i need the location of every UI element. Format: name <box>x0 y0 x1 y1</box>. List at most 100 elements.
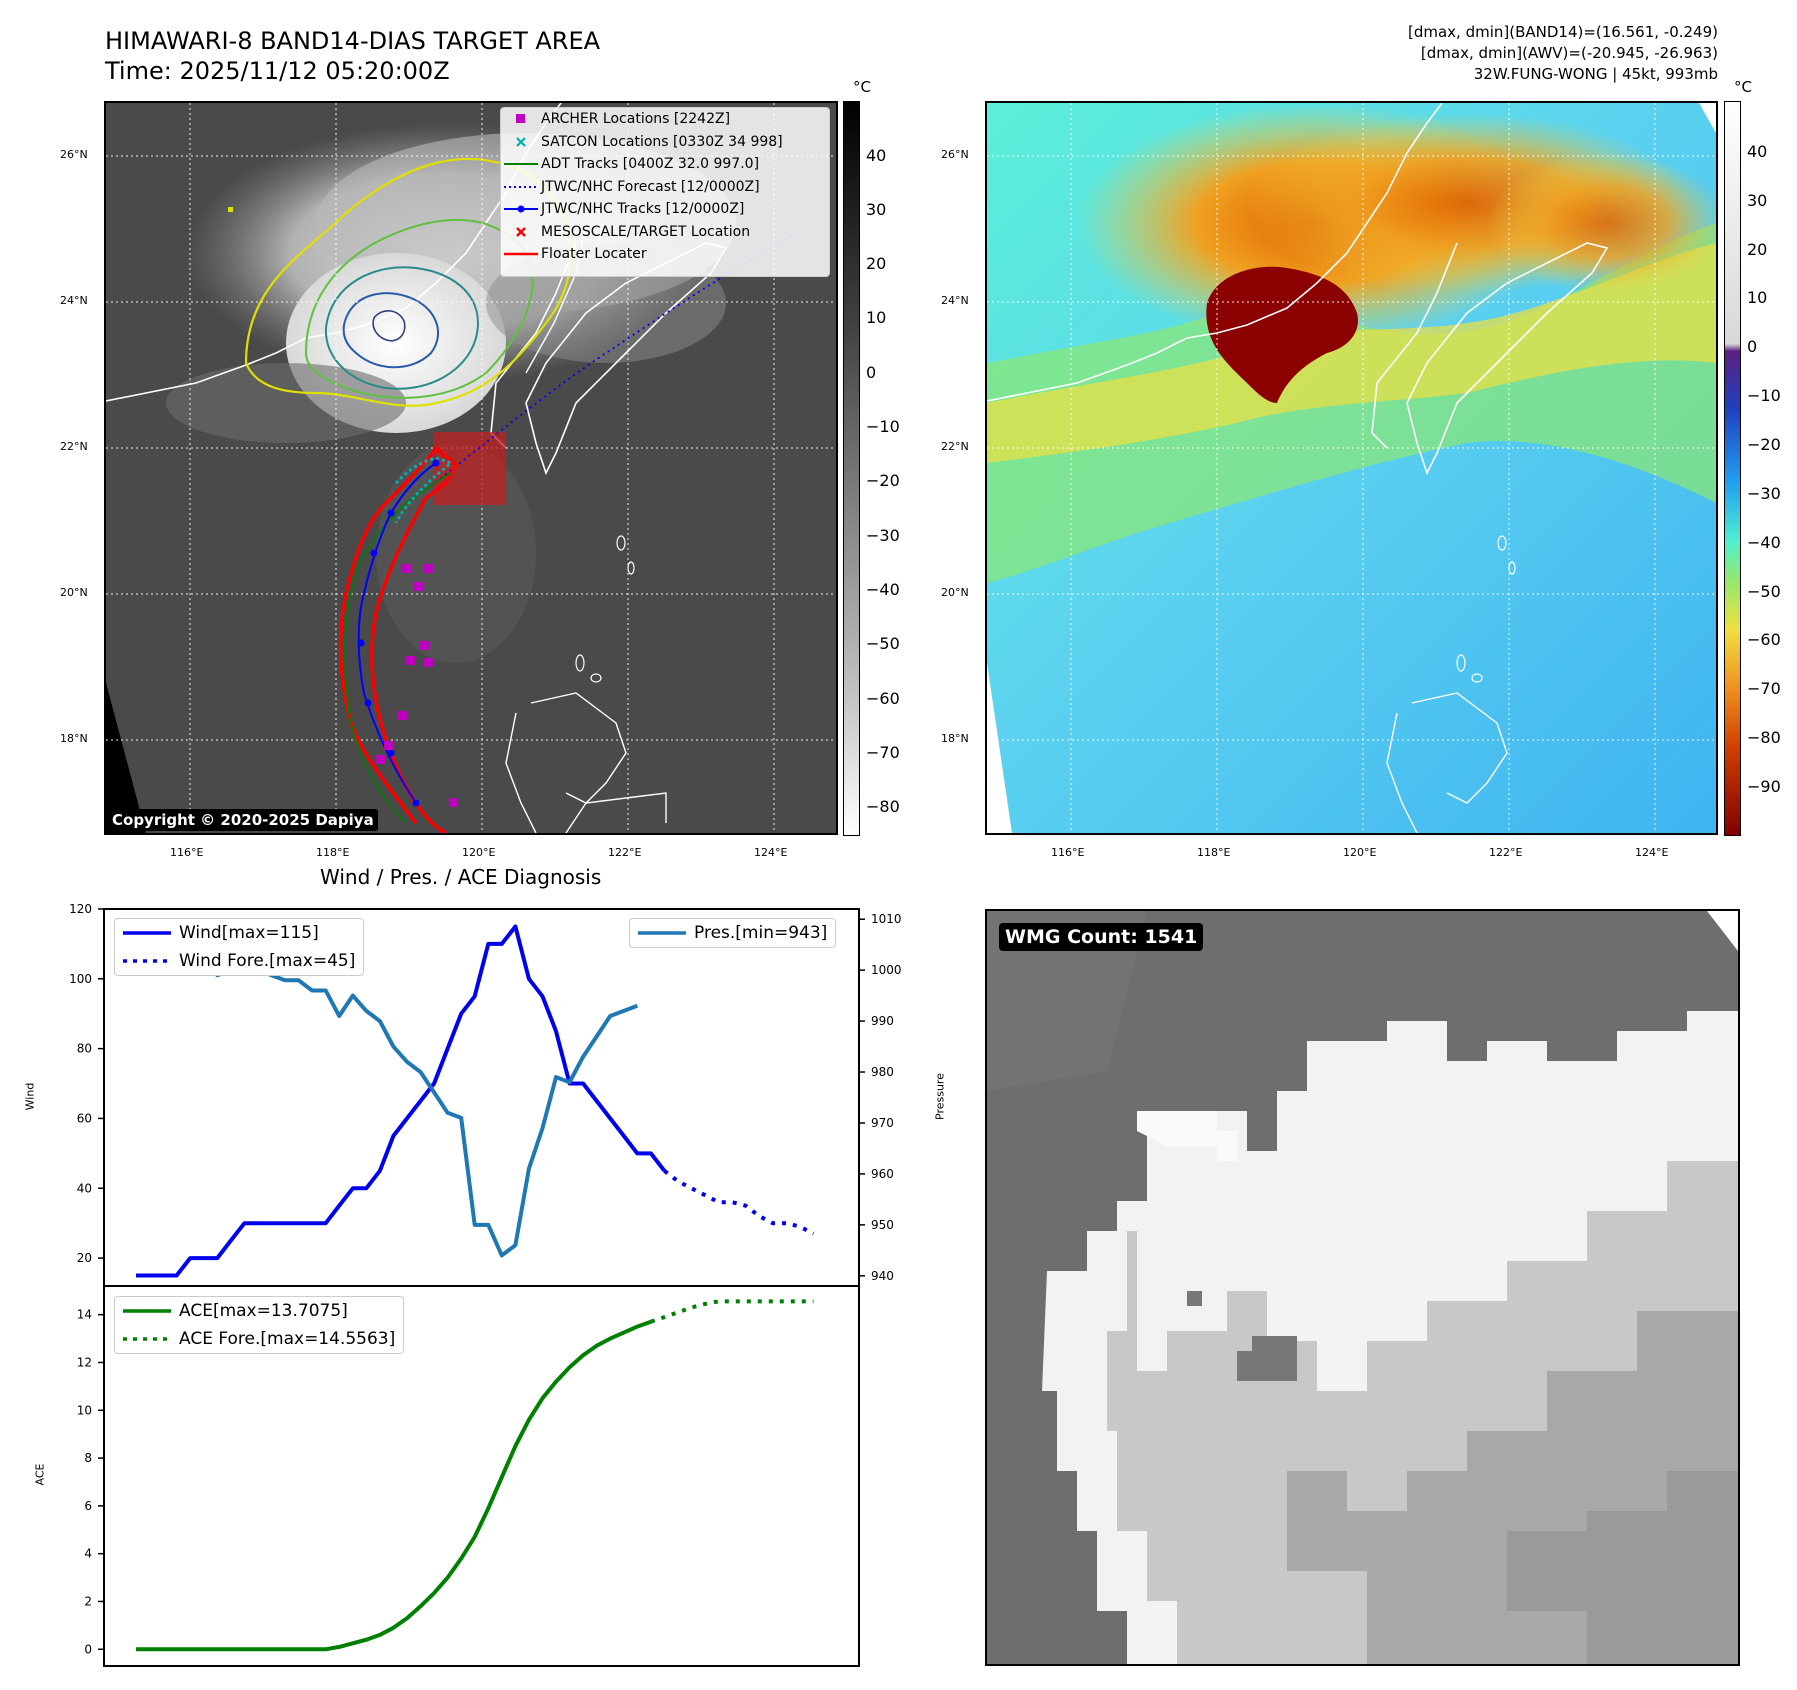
ace-tick-label: 14 <box>77 1308 92 1322</box>
colorbar-tick: −20 <box>866 471 900 490</box>
colorbar-tick: 10 <box>1747 288 1768 307</box>
colorbar-tick: −60 <box>866 689 900 708</box>
chart-frame <box>103 908 860 1667</box>
wind-line <box>136 924 666 1278</box>
gray-colorbar <box>843 101 860 836</box>
lon-label: 118°E <box>316 846 350 859</box>
legend-jtwc-tracks: JTWC/NHC Tracks [12/0000Z] <box>501 198 829 221</box>
colorbar-tick: −30 <box>866 526 900 545</box>
colorbar-tick: −50 <box>1747 582 1781 601</box>
pressure-tick-label: 960 <box>871 1167 894 1181</box>
colorbar-tick: −50 <box>866 634 900 653</box>
colorbar-tick: −30 <box>1747 484 1781 503</box>
lon-label: 116°E <box>170 846 204 859</box>
colorbar-tick: −70 <box>866 743 900 762</box>
lat-label: 20°N <box>60 586 88 599</box>
colorbar-unit: °C <box>1734 78 1752 96</box>
ace-forecast-line <box>650 1299 814 1324</box>
colorbar-tick: 0 <box>1747 337 1758 356</box>
lat-label: 26°N <box>60 148 88 161</box>
lat-label: 22°N <box>60 440 88 453</box>
lat-label: 24°N <box>941 294 969 307</box>
colorbar-tick: −10 <box>1747 386 1781 405</box>
colorbar-unit: °C <box>853 78 871 96</box>
ace-legend: ACE[max=13.7075] ACE Fore.[max=14.5563] <box>114 1296 405 1354</box>
legend-adt: ADT Tracks [0400Z 32.0 997.0] <box>501 153 829 176</box>
colorbar-tick: −40 <box>866 580 900 599</box>
ace-line <box>136 1319 652 1652</box>
square-marker-icon <box>501 113 541 125</box>
lat-label: 18°N <box>941 732 969 745</box>
wmg-panel: WMG Count: 1541 <box>985 909 1740 1666</box>
map-legend: ARCHER Locations [2242Z] SATCON Location… <box>500 107 830 277</box>
copyright: Copyright © 2020-2025 Dapiya <box>108 809 378 831</box>
line-icon <box>501 161 541 167</box>
ace-tick-label: 10 <box>77 1403 92 1417</box>
x-marker-icon <box>501 226 541 238</box>
pressure-tick-label: 950 <box>871 1218 894 1232</box>
colorbar-tick: 0 <box>866 363 877 382</box>
legend-ace: ACE[max=13.7075] <box>179 1301 348 1321</box>
colorbar-tick: −80 <box>866 797 900 816</box>
ir-gray-map: ARCHER Locations [2242Z] SATCON Location… <box>104 101 838 835</box>
ace-tick-label: 6 <box>84 1499 92 1513</box>
pressure-tick-label: 1000 <box>871 963 902 977</box>
figure-title: HIMAWARI-8 BAND14-DIAS TARGET AREA <box>105 27 601 55</box>
colorbar-tick: −90 <box>1747 777 1781 796</box>
lon-label: 124°E <box>754 846 788 859</box>
lon-label: 124°E <box>1635 846 1669 859</box>
lat-label: 20°N <box>941 586 969 599</box>
colorbar-tick: 30 <box>866 200 887 219</box>
wind-tick-label: 120 <box>69 902 92 916</box>
pressure-tick-label: 940 <box>871 1269 894 1283</box>
line-icon <box>501 251 541 257</box>
line-dot-icon <box>501 204 541 214</box>
pressure-legend: Pres.[min=943] <box>629 918 837 948</box>
legend-archer: ARCHER Locations [2242Z] <box>501 108 829 131</box>
ir-color-map <box>985 101 1718 835</box>
pressure-tick-label: 1010 <box>871 912 902 926</box>
wind-tick-label: 100 <box>69 972 92 986</box>
pressure-line <box>134 932 639 1258</box>
colorbar-tick: −60 <box>1747 630 1781 649</box>
colorbar-tick: −80 <box>1747 728 1781 747</box>
pressure-tick-label: 970 <box>871 1116 894 1130</box>
ace-tick-label: 12 <box>77 1355 92 1369</box>
legend-wind-forecast: Wind Fore.[max=45] <box>179 951 356 971</box>
colorbar-tick: −10 <box>866 417 900 436</box>
colorbar-tick: −40 <box>1747 533 1781 552</box>
legend-satcon: SATCON Locations [0330Z 34 998] <box>501 131 829 154</box>
lat-label: 22°N <box>941 440 969 453</box>
ace-tick-label: 4 <box>84 1547 92 1561</box>
legend-ace-forecast: ACE Fore.[max=14.5563] <box>179 1329 396 1349</box>
wind-forecast-line <box>663 1169 815 1236</box>
legend-jtwc-forecast: JTWC/NHC Forecast [12/0000Z] <box>501 176 829 199</box>
wind-tick-label: 60 <box>77 1111 92 1125</box>
ace-tick-label: 8 <box>84 1451 92 1465</box>
legend-wind: Wind[max=115] <box>179 923 319 943</box>
lon-label: 120°E <box>1343 846 1377 859</box>
pressure-tick-label: 980 <box>871 1065 894 1079</box>
diagnosis-title: Wind / Pres. / ACE Diagnosis <box>320 865 602 889</box>
lon-label: 120°E <box>462 846 496 859</box>
figure-time: Time: 2025/11/12 05:20:00Z <box>105 57 450 85</box>
wind-axis-label: Wind <box>23 1082 37 1111</box>
wind-tick-label: 40 <box>77 1181 92 1195</box>
ace-tick-label: 2 <box>84 1594 92 1608</box>
lat-label: 26°N <box>941 148 969 161</box>
lat-label: 24°N <box>60 294 88 307</box>
wind-tick-label: 20 <box>77 1251 92 1265</box>
lon-label: 122°E <box>608 846 642 859</box>
colorbar-tick: 20 <box>866 254 887 273</box>
pressure-tick-label: 990 <box>871 1014 894 1028</box>
legend-floater: Floater Locater <box>501 243 829 266</box>
colorbar-tick: 20 <box>1747 240 1768 259</box>
color-colorbar <box>1724 101 1741 836</box>
target-area-box <box>433 432 506 505</box>
colorbar-tick: 40 <box>866 146 887 165</box>
dotted-line-icon <box>501 184 541 190</box>
colorbar-tick: 40 <box>1747 142 1768 161</box>
ace-axis-label: ACE <box>33 1463 47 1486</box>
lon-label: 116°E <box>1051 846 1085 859</box>
colorbar-tick: −70 <box>1747 679 1781 698</box>
